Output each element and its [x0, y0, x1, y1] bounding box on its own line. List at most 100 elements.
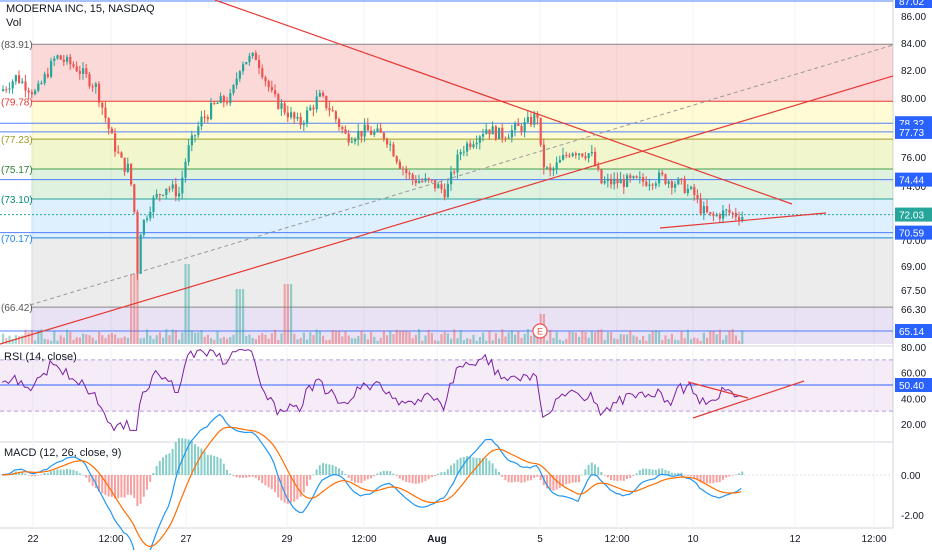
macd-histogram-bar	[133, 475, 136, 498]
candle-body	[56, 55, 59, 59]
candle-body	[302, 123, 305, 125]
volume-bar	[424, 335, 427, 344]
candle	[306, 106, 309, 128]
candle	[5, 86, 8, 93]
volume-bar	[104, 338, 107, 344]
candle	[469, 140, 472, 150]
candle	[670, 179, 673, 195]
volume-bar	[190, 330, 193, 344]
triangle-support-line[interactable]	[659, 212, 827, 229]
macd-histogram-bar	[155, 465, 158, 475]
candle	[194, 134, 197, 143]
candle	[709, 211, 712, 217]
candle-body	[136, 211, 139, 274]
ascending-trendline[interactable]	[0, 75, 894, 345]
price-badge[interactable]	[895, 225, 932, 240]
rsi-label[interactable]: RSI (14, close)	[4, 351, 77, 363]
candle-body	[549, 167, 552, 171]
candle-body	[568, 155, 571, 157]
macd-histogram-bar	[66, 468, 68, 475]
candle-body	[520, 126, 523, 132]
rsi-resistance-line[interactable]	[687, 381, 749, 399]
candle-body	[347, 133, 350, 143]
candle	[712, 211, 715, 222]
candle-body	[69, 56, 72, 65]
candle	[450, 165, 453, 191]
volume-bar	[613, 338, 616, 344]
candle-body	[546, 167, 549, 169]
volume-bar	[338, 331, 341, 344]
candle-body	[363, 124, 366, 137]
earnings-marker[interactable]	[532, 323, 548, 339]
macd-pane[interactable]	[0, 413, 893, 555]
candle-body	[34, 90, 37, 95]
candle	[629, 173, 632, 183]
volume-bar	[494, 332, 497, 344]
rsi-support-line[interactable]	[692, 380, 805, 419]
macd-histogram-bar	[584, 469, 587, 475]
price-badge[interactable]	[895, 0, 932, 8]
macd-histogram-bar	[536, 475, 539, 477]
candle-body	[206, 117, 209, 120]
time-axis[interactable]: 2212:00272912:00Aug512:00101212:0012:001…	[27, 534, 887, 545]
candle-body	[376, 128, 379, 132]
volume-bar	[568, 331, 571, 344]
volume-bar	[123, 336, 126, 344]
candle	[594, 147, 597, 167]
candle	[62, 54, 65, 67]
macd-histogram-bar	[581, 474, 584, 476]
volume-bar	[318, 330, 321, 344]
macd-histogram-bar	[357, 475, 360, 483]
price-badge[interactable]	[895, 324, 932, 338]
candle	[562, 147, 565, 161]
symbol-title[interactable]: MODERNA INC, 15, NASDAQ	[6, 3, 155, 15]
candle-body	[706, 206, 709, 213]
candle	[686, 184, 689, 197]
price-candles[interactable]	[2, 50, 744, 281]
macd-histogram-bar	[142, 475, 145, 497]
macd-histogram-bar	[693, 475, 696, 478]
volume-bar	[475, 340, 478, 344]
descending-trendline[interactable]	[214, 0, 793, 205]
macd-histogram-bar	[360, 475, 363, 484]
candle-body	[283, 103, 286, 113]
volume-bar	[446, 333, 449, 344]
candle	[8, 82, 11, 94]
rsi-badge-label: 50.40	[899, 381, 924, 392]
dashed-trendline[interactable]	[29, 44, 894, 306]
volume-bar	[715, 334, 718, 344]
volume-bar	[648, 334, 651, 344]
price-badge[interactable]	[895, 124, 932, 139]
rsi-tick-label: 40.00	[901, 394, 926, 405]
volume-bar	[734, 335, 737, 344]
fibonacci-retracement[interactable]: (83.91) (79.78) (77.23) (75.17) (73.10) (70.1…	[0, 0, 893, 344]
rsi-badge[interactable]	[895, 378, 932, 392]
candle	[661, 169, 664, 177]
candle-body	[146, 218, 149, 220]
macd-tick-label: -2.00	[901, 511, 924, 522]
candle	[539, 117, 542, 148]
candle	[162, 194, 165, 197]
macd-label[interactable]: MACD (12, 26, close, 9)	[4, 447, 122, 459]
volume-bar	[440, 334, 443, 344]
candle	[370, 125, 373, 136]
volume-bar	[274, 329, 277, 344]
macd-histogram-bar	[466, 456, 468, 475]
volume-bar	[133, 274, 136, 344]
macd-histogram-bar	[408, 475, 411, 483]
trendline-drawings[interactable]	[0, 0, 894, 345]
candle	[242, 61, 245, 75]
macd-histogram-bar	[434, 475, 436, 476]
candle	[94, 81, 97, 94]
rsi-pane[interactable]	[0, 348, 893, 432]
candle	[354, 137, 357, 145]
price-badge[interactable]	[895, 172, 932, 187]
candle-body	[677, 178, 680, 185]
price-badge[interactable]	[895, 207, 932, 222]
volume-label[interactable]: Vol	[6, 17, 22, 29]
price-axis[interactable]: 86.0084.0082.0080.0078.0076.0074.0072.00…	[894, 0, 932, 528]
candle-body	[472, 144, 475, 148]
macd-histogram-bar	[94, 475, 97, 489]
